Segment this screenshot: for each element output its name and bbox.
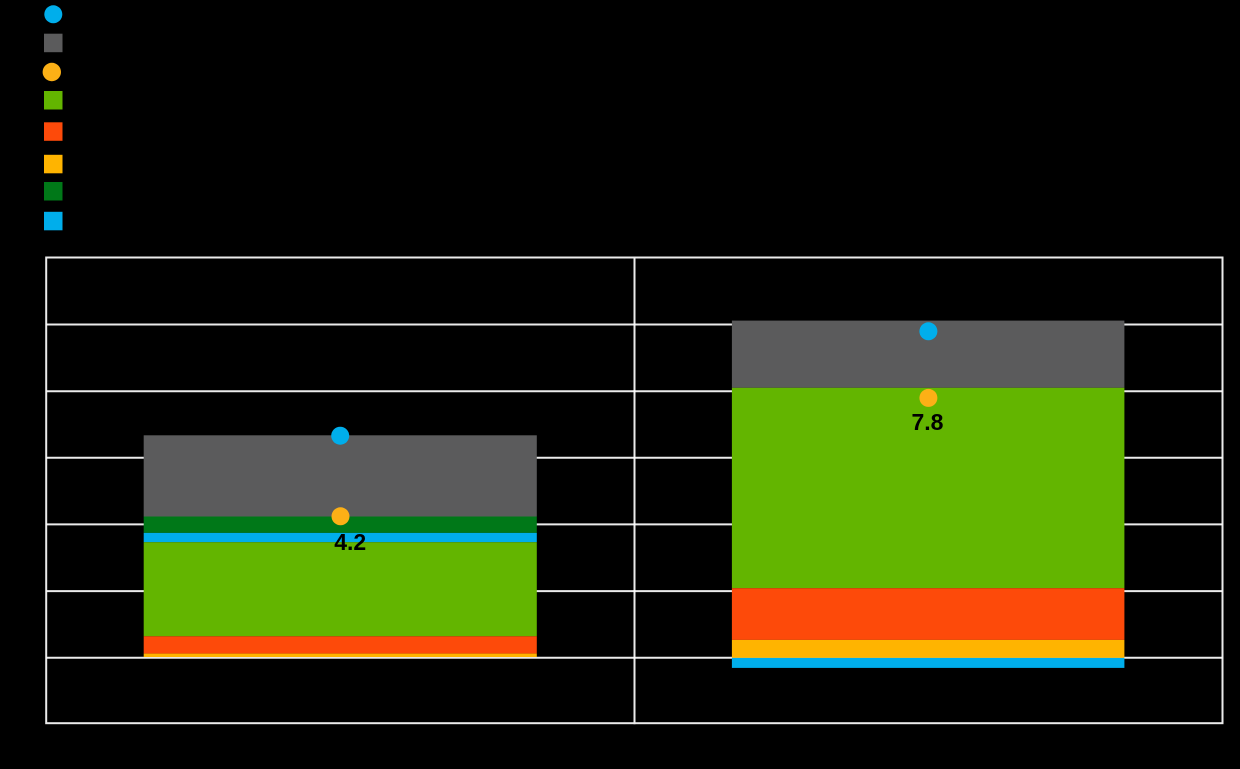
svg-text:4.2: 4.2 xyxy=(334,529,366,555)
svg-text:7.8: 7.8 xyxy=(912,409,944,435)
